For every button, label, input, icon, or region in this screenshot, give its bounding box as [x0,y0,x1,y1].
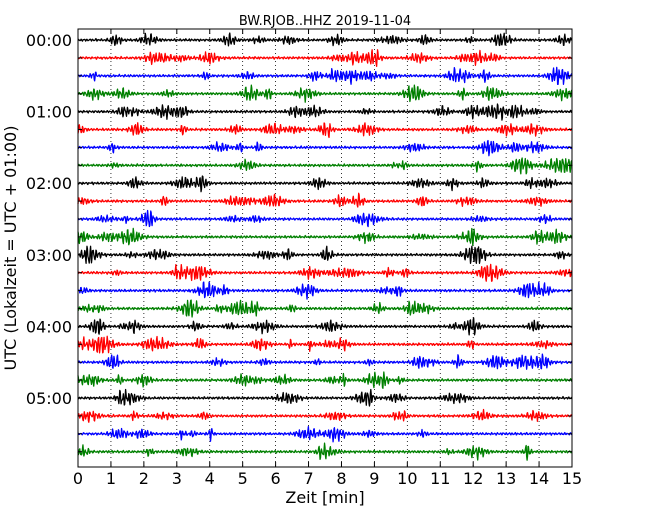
seismogram-trace-7 [77,157,573,175]
plot-frame [77,28,573,468]
seismogram-trace-19 [77,371,573,389]
x-tick-label: 11 [430,469,450,488]
x-tick-label: 1 [106,469,116,488]
x-tick-label: 4 [205,469,215,488]
y-tick-label: 05:00 [26,389,72,408]
seismogram-trace-5 [77,122,573,139]
x-tick-label: 10 [397,469,417,488]
tick-layer: 0 1 2 3 4 5 6 7 8 9 10 11 12 13 14 1500:0001:0002:0003:… [26,29,582,488]
x-tick-label: 6 [271,469,281,488]
seismogram-trace-6 [77,139,573,157]
y-tick-label: 02:00 [26,174,72,193]
x-tick-label: 3 [172,469,182,488]
seismogram-trace-21 [77,408,573,423]
seismogram-trace-1 [77,49,573,68]
seismogram-trace-16 [77,317,573,336]
seismogram-trace-12 [77,245,573,264]
x-axis-label: Zeit [min] [285,488,364,507]
x-tick-label: 14 [529,469,549,488]
seismogram-trace-14 [77,281,573,300]
x-tick-label: 9 [369,469,379,488]
seismogram-trace-20 [77,388,573,407]
x-tick-label: 8 [336,469,346,488]
x-tick-label: 5 [238,469,248,488]
seismogram-trace-15 [77,299,573,318]
seismogram-trace-8 [77,175,573,193]
seismogram-trace-13 [77,263,573,282]
seismogram-trace-4 [77,103,573,121]
seismogram-trace-11 [77,227,573,247]
seismogram-trace-10 [77,209,573,228]
seismogram-trace-18 [77,353,573,370]
seismogram-trace-0 [77,32,573,47]
seismogram-trace-22 [77,425,573,443]
seismogram-trace-9 [77,192,573,208]
x-tick-label: 15 [562,469,582,488]
chart-title: BW.RJOB..HHZ 2019-11-04 [239,14,411,29]
x-tick-label: 13 [496,469,516,488]
x-tick-label: 12 [463,469,483,488]
y-tick-label: 00:00 [26,31,72,50]
x-tick-label: 7 [303,469,313,488]
x-tick-label: 0 [73,469,83,488]
y-tick-label: 04:00 [26,317,72,336]
seismogram-trace-23 [77,442,573,461]
seismogram-trace-3 [77,84,573,103]
seismogram-trace-2 [77,66,573,85]
seismogram-trace-17 [77,335,573,354]
y-axis-label: UTC (Lokalzeit = UTC + 01:00) [1,126,20,371]
y-tick-label: 03:00 [26,246,72,265]
trace-layer [77,32,573,461]
y-tick-label: 01:00 [26,103,72,122]
x-tick-label: 2 [139,469,149,488]
